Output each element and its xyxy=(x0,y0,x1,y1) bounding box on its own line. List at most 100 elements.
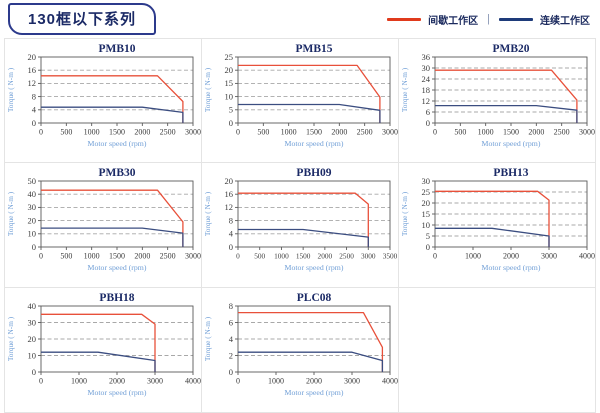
x-tick-label: 0 xyxy=(236,251,240,260)
legend-separator: | xyxy=(487,13,490,25)
x-tick-label: 0 xyxy=(433,127,437,136)
series-line-continuous xyxy=(238,103,381,123)
x-axis-label: Motor speed (rpm) xyxy=(88,263,147,272)
x-axis-label: Motor speed (rpm) xyxy=(285,388,344,397)
x-tick-label: 2000 xyxy=(503,251,519,260)
chart-pmb10: 0 4 8 12 16 20 0 500 1000 1500 2000 2500 3000 PMB10 Mo… xyxy=(6,43,201,148)
legend-item-continuous: 连续工作区 xyxy=(499,12,590,27)
x-tick-label: 3000 xyxy=(361,251,376,260)
series-line-continuous xyxy=(41,106,184,123)
page-title: 130框以下系列 xyxy=(8,3,157,35)
y-tick-label: 25 xyxy=(422,187,431,197)
y-tick-label: 24 xyxy=(422,73,431,83)
y-tick-label: 0 xyxy=(229,117,233,127)
x-tick-label: 1500 xyxy=(503,127,519,136)
series-line-intermittent xyxy=(435,69,578,123)
x-tick-label: 500 xyxy=(60,127,72,136)
chart-title: PMB20 xyxy=(492,43,529,55)
chart-title: PLC08 xyxy=(297,292,332,304)
y-axis-label: Torque ( N-m ) xyxy=(6,316,15,361)
plot-border xyxy=(40,56,194,124)
y-tick-label: 30 xyxy=(28,202,37,212)
y-tick-label: 40 xyxy=(28,301,37,311)
x-axis-label: Motor speed (rpm) xyxy=(285,139,344,148)
chart-cell-pbh09: 0 4 8 12 16 20 0 500 1000 1500 2000 2500 3000 3500 PBH… xyxy=(202,163,399,288)
y-tick-label: 10 xyxy=(225,91,234,101)
legend-item-intermittent: 间歇工作区 xyxy=(387,12,478,27)
x-tick-label: 0 xyxy=(236,127,240,136)
x-tick-label: 1000 xyxy=(268,376,284,385)
x-tick-label: 500 xyxy=(60,251,72,260)
x-tick-label: 3500 xyxy=(383,251,398,260)
y-tick-label: 0 xyxy=(229,242,233,252)
x-tick-label: 2500 xyxy=(339,251,354,260)
y-tick-label: 6 xyxy=(229,317,233,327)
y-tick-label: 4 xyxy=(32,104,37,114)
y-tick-label: 12 xyxy=(422,95,431,105)
chart-cell-pmb10: 0 4 8 12 16 20 0 500 1000 1500 2000 2500 3000 PMB10 Mo… xyxy=(5,39,202,164)
y-tick-label: 36 xyxy=(422,51,431,61)
x-tick-label: 3000 xyxy=(579,127,595,136)
y-tick-label: 8 xyxy=(32,91,36,101)
series-line-intermittent xyxy=(41,189,184,247)
chart-cell-pmb15: 0 5 10 15 20 25 0 500 1000 1500 2000 2500 3000 PMB15 M… xyxy=(202,39,399,164)
x-tick-label: 0 xyxy=(39,127,43,136)
y-tick-label: 30 xyxy=(422,62,431,72)
series-line-intermittent xyxy=(238,192,369,247)
y-axis-label: Torque ( N-m ) xyxy=(6,67,15,112)
chart-title: PBH09 xyxy=(296,167,331,179)
y-tick-label: 20 xyxy=(28,215,37,225)
x-tick-label: 2000 xyxy=(306,376,322,385)
chart-cell-pbh18: 0 10 20 30 40 0 1000 2000 3000 4000 PBH18 Motor spe… xyxy=(5,287,202,412)
series-line-continuous xyxy=(41,227,184,247)
x-tick-label: 4000 xyxy=(382,376,398,385)
series-line-intermittent xyxy=(41,74,184,123)
chart-grid: 0 4 8 12 16 20 0 500 1000 1500 2000 2500 3000 PMB10 Mo… xyxy=(4,38,596,413)
continuous-line-swatch xyxy=(499,17,533,21)
y-tick-label: 20 xyxy=(28,334,37,344)
series-line-continuous xyxy=(238,351,384,372)
x-tick-label: 0 xyxy=(236,376,240,385)
x-axis-label: Motor speed (rpm) xyxy=(88,139,147,148)
x-tick-label: 2000 xyxy=(331,127,347,136)
x-tick-label: 2000 xyxy=(528,127,544,136)
x-tick-label: 3000 xyxy=(382,127,398,136)
y-tick-label: 8 xyxy=(229,215,233,225)
plot-border xyxy=(237,56,391,124)
x-tick-label: 1000 xyxy=(478,127,494,136)
x-tick-label: 1500 xyxy=(296,251,311,260)
x-tick-label: 1000 xyxy=(465,251,481,260)
y-tick-label: 0 xyxy=(32,367,36,377)
x-tick-label: 1000 xyxy=(281,127,297,136)
x-axis-label: Motor speed (rpm) xyxy=(482,263,541,272)
header: 130框以下系列 间歇工作区 | 连续工作区 xyxy=(0,0,600,38)
y-tick-label: 18 xyxy=(422,84,431,94)
y-tick-label: 12 xyxy=(225,202,234,212)
series-line-continuous xyxy=(435,104,578,123)
x-tick-label: 3000 xyxy=(185,251,201,260)
y-tick-label: 16 xyxy=(225,189,234,199)
series-line-intermittent xyxy=(238,64,381,123)
y-tick-label: 0 xyxy=(426,242,430,252)
y-axis-label: Torque ( N-m ) xyxy=(400,191,409,236)
series-line-intermittent xyxy=(435,190,550,247)
y-tick-label: 25 xyxy=(225,51,234,61)
x-tick-label: 2000 xyxy=(109,376,125,385)
y-tick-label: 0 xyxy=(426,117,430,127)
chart-pbh09: 0 4 8 12 16 20 0 500 1000 1500 2000 2500 3000 3500 PBH… xyxy=(203,167,398,272)
chart-cell-plc08: 0 2 4 6 8 0 1000 2000 3000 4000 PLC08 Motor speed (… xyxy=(202,287,399,412)
y-tick-label: 10 xyxy=(28,350,37,360)
y-tick-label: 20 xyxy=(28,51,37,61)
chart-cell-pbh13: 0 5 10 15 20 25 30 0 1000 2000 3000 4000 PBH13 Motor … xyxy=(399,163,595,288)
y-tick-label: 50 xyxy=(28,176,37,186)
x-tick-label: 500 xyxy=(254,251,265,260)
y-tick-label: 15 xyxy=(422,209,431,219)
legend: 间歇工作区 | 连续工作区 xyxy=(387,12,590,27)
series-line-intermittent xyxy=(238,311,384,372)
chart-cell-pmb30: 0 10 20 30 40 50 0 500 1000 1500 2000 2500 3000 PMB30… xyxy=(5,163,202,288)
y-tick-label: 15 xyxy=(225,78,234,88)
y-tick-label: 20 xyxy=(225,65,234,75)
